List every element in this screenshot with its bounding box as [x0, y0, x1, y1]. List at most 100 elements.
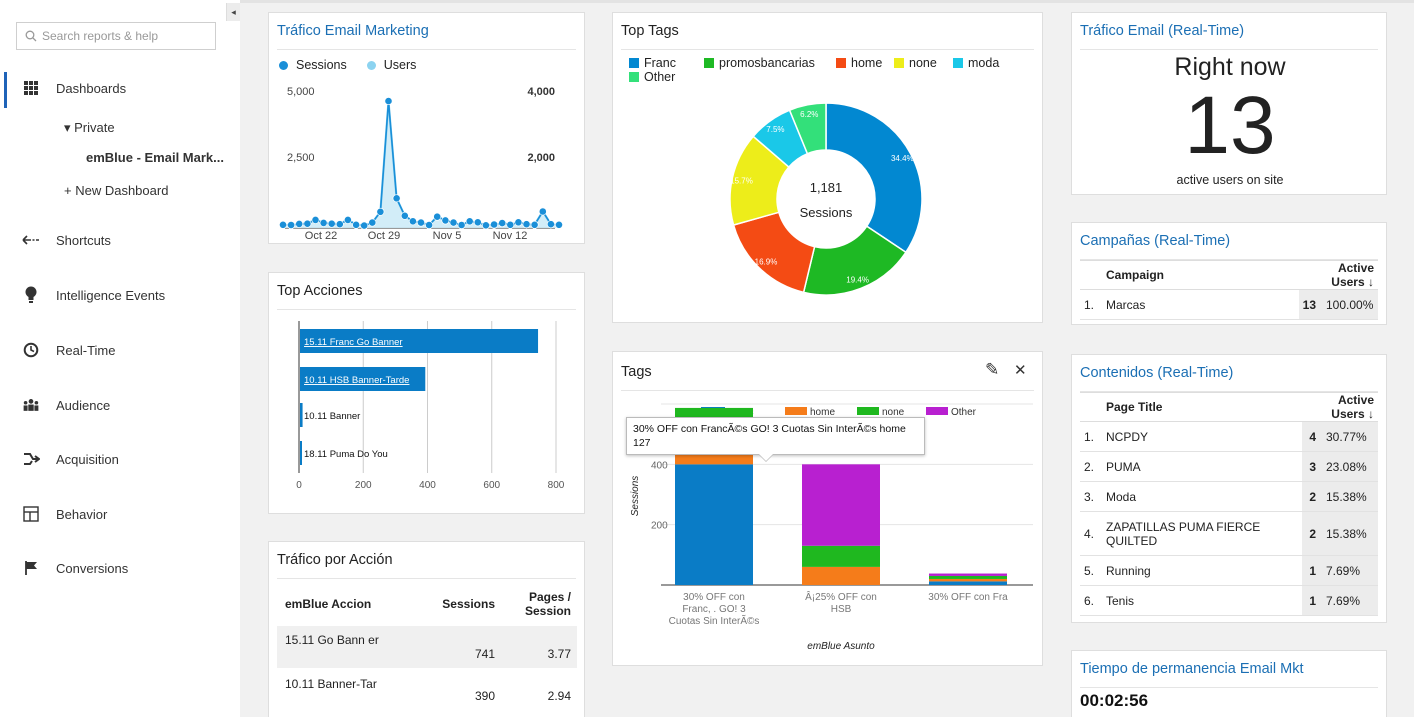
donut-slice-other: [788, 102, 827, 155]
sessions-point: [360, 221, 369, 230]
legend-item-franc[interactable]: Franc: [629, 56, 676, 70]
x-tick-label: 600: [483, 480, 500, 491]
widget-title[interactable]: Top Tags: [621, 23, 679, 39]
y-left-label-top: 5,000: [287, 86, 315, 98]
title-divider: [1080, 391, 1378, 392]
column-header-page-title[interactable]: Page Title: [1102, 392, 1302, 422]
legend-item-none[interactable]: none: [894, 56, 937, 70]
table-row[interactable]: 3. Moda 2 15.38%: [1080, 481, 1378, 512]
bar: [300, 367, 426, 391]
x-category-label: Â¡25% OFF con: [805, 590, 877, 603]
sort-down-icon: ↓: [1368, 407, 1374, 421]
table-header-row: Page Title Active Users ↓: [1080, 392, 1378, 422]
widget-title[interactable]: Tags: [621, 364, 652, 380]
widget-title[interactable]: Contenidos (Real-Time): [1080, 365, 1234, 381]
legend-label: Other: [951, 407, 977, 418]
sidebar-item-conversions[interactable]: Conversions: [0, 556, 240, 580]
collapse-sidebar-button[interactable]: ◂: [226, 3, 240, 21]
sidebar-item-intelligence-events[interactable]: Intelligence Events: [0, 283, 240, 307]
sort-down-icon: ↓: [1368, 275, 1374, 289]
table-row[interactable]: 4. ZAPATILLAS PUMA FIERCE QUILTED 2 15.38%: [1080, 511, 1378, 556]
sidebar-item-label: Dashboards: [56, 80, 127, 96]
column-header-pages-per-session[interactable]: Pages / Session: [524, 590, 571, 618]
sessions-point: [335, 220, 344, 229]
search-placeholder: Search reports & help: [42, 29, 159, 43]
sidebar-item-behavior[interactable]: Behavior: [0, 502, 240, 526]
flag-icon: [22, 559, 40, 577]
sessions-point: [522, 220, 531, 229]
sidebar-item-audience[interactable]: Audience: [0, 393, 240, 417]
sessions-point: [384, 97, 393, 105]
legend-users: Users: [383, 58, 417, 72]
sessions-point: [555, 220, 563, 229]
sessions-point: [546, 220, 555, 229]
x-category-label: 30% OFF con Fra: [928, 592, 1008, 603]
sidebar-item-shortcuts[interactable]: Shortcuts: [0, 228, 240, 252]
sidebar-item-label: Acquisition: [56, 451, 119, 467]
legend-item-moda[interactable]: moda: [953, 56, 999, 70]
sidebar-item-dashboards[interactable]: Dashboards: [0, 76, 240, 100]
column-header-active-users[interactable]: Active Users ↓: [1302, 392, 1378, 422]
column-header-campaign[interactable]: Campaign: [1102, 260, 1299, 290]
sessions-point: [408, 217, 417, 226]
y-right-label-mid: 2,000: [527, 152, 555, 164]
widget-tiempo-permanencia: Tiempo de permanencia Email Mkt 00:02:56: [1071, 650, 1387, 717]
widget-title[interactable]: Campañas (Real-Time): [1080, 233, 1231, 249]
tooltip-pointer-fill: [759, 454, 773, 461]
bar: [300, 329, 539, 353]
sidebar-item-acquisition[interactable]: Acquisition: [0, 447, 240, 471]
sessions-point: [376, 207, 385, 216]
table-row[interactable]: 10.11 Banner-Tar 390 2.94: [277, 668, 577, 710]
legend-item-other[interactable]: Other: [629, 70, 675, 84]
acquisition-arrow-icon: [22, 450, 40, 468]
table-row[interactable]: 2. PUMA 3 23.08%: [1080, 451, 1378, 482]
search-input[interactable]: Search reports & help: [16, 22, 216, 50]
table-row[interactable]: 1. NCPDY 4 30.77%: [1080, 421, 1378, 452]
sidebar-item-real-time[interactable]: Real-Time: [0, 338, 240, 362]
new-dashboard-link[interactable]: + New Dashboard: [64, 183, 169, 198]
dashboard-link-emblue[interactable]: emBlue - Email Mark...: [86, 150, 224, 165]
widget-trafico-email-realtime: Tráfico Email (Real-Time) Right now 13 a…: [1071, 12, 1387, 195]
close-widget-button[interactable]: ✕: [1014, 362, 1027, 379]
sessions-point: [514, 218, 523, 227]
slice-label: 19.4%: [846, 276, 869, 285]
tooltip-value: 127: [633, 437, 651, 449]
sessions-point: [279, 220, 287, 229]
widget-title[interactable]: Tráfico Email Marketing: [277, 23, 429, 39]
column-header-sessions[interactable]: Sessions: [442, 597, 495, 611]
x-tick-label: 0: [296, 480, 302, 491]
column-header-accion[interactable]: emBlue Accion: [285, 597, 372, 611]
slice-label: 7.5%: [766, 125, 784, 134]
stack-segment-other: [929, 573, 1007, 576]
edit-widget-button[interactable]: ✎: [985, 360, 1000, 379]
bar-label: 10.11 Banner: [304, 411, 360, 422]
bar-label: 18.11 Puma Do You: [304, 449, 388, 460]
legend-label: Franc: [644, 56, 676, 70]
legend-item-promosbancarias[interactable]: promosbancarias: [704, 56, 815, 70]
title-divider: [1080, 49, 1378, 50]
widget-title[interactable]: Tráfico por Acción: [277, 552, 393, 568]
legend-swatch: [926, 407, 948, 415]
widget-title[interactable]: Top Acciones: [277, 283, 363, 299]
widget-title[interactable]: Tráfico Email (Real-Time): [1080, 23, 1245, 39]
legend-swatch: [953, 58, 963, 68]
widget-title[interactable]: Tiempo de permanencia Email Mkt: [1080, 661, 1304, 677]
table-row[interactable]: 1. Marcas 13 100.00%: [1080, 289, 1378, 320]
donut-center-value: 1,181: [810, 180, 843, 195]
table-row[interactable]: 6. Tenis 1 7.69%: [1080, 585, 1378, 616]
donut-slice-franc: [825, 102, 923, 254]
sessions-point: [538, 207, 547, 216]
widget-trafico-por-accion: Tráfico por Acción emBlue Accion Session…: [268, 541, 585, 717]
table-row[interactable]: 15.11 Go Bann er 741 3.77: [277, 626, 577, 668]
column-header-active-users[interactable]: Active Users ↓: [1298, 260, 1378, 290]
x-label-oct22: Oct 22: [305, 230, 337, 241]
private-group-toggle[interactable]: ▾ Private: [64, 120, 115, 135]
y-tick-label: 400: [651, 460, 668, 471]
sessions-point: [319, 218, 328, 227]
legend-item-home[interactable]: home: [836, 56, 882, 70]
sessions-point: [311, 215, 320, 224]
legend-swatch: [629, 72, 639, 82]
stack-segment-none: [929, 575, 1007, 579]
table-row[interactable]: 5. Running 1 7.69%: [1080, 555, 1378, 586]
stack-segment-home: [802, 566, 880, 585]
